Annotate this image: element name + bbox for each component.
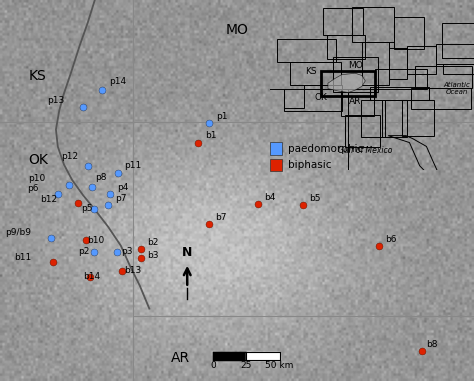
Text: MO: MO [226,24,248,37]
Text: KS: KS [305,67,317,76]
Text: b12: b12 [40,195,57,204]
Text: p3: p3 [121,247,132,256]
Text: p13: p13 [47,96,64,105]
Text: Atlantic
Ocean: Atlantic Ocean [444,82,471,95]
Text: KS: KS [29,69,47,83]
Text: p14: p14 [109,77,126,86]
Text: OK: OK [315,93,328,102]
Text: b8: b8 [427,340,438,349]
Text: p2: p2 [78,247,90,256]
Text: 25: 25 [241,361,252,370]
Text: b2: b2 [147,238,159,247]
Text: p1: p1 [216,112,227,121]
Bar [270,142,282,155]
Text: p4: p4 [117,182,128,192]
Text: p12: p12 [62,152,79,161]
Text: AR: AR [171,351,190,365]
Text: N: N [182,246,192,259]
Text: b14: b14 [83,272,100,281]
Bar [270,159,282,171]
Text: b11: b11 [14,253,31,262]
Text: p9/b9: p9/b9 [5,228,31,237]
Text: MO: MO [348,61,363,70]
Text: b13: b13 [124,266,141,275]
Text: b3: b3 [147,251,159,260]
Text: p5: p5 [82,203,93,213]
Text: b6: b6 [385,235,397,244]
Text: p7: p7 [115,194,126,203]
Text: biphasic: biphasic [288,160,331,170]
Text: p11: p11 [124,161,141,170]
Text: 0: 0 [210,361,216,370]
Text: p8: p8 [95,173,106,182]
Bar [321,71,375,96]
Text: p10: p10 [28,174,46,183]
Text: 50 km: 50 km [265,361,294,370]
Text: b4: b4 [264,193,276,202]
Text: OK: OK [28,153,48,167]
Text: p6: p6 [27,184,39,193]
Polygon shape [328,73,365,93]
Text: Gulf of Mexico: Gulf of Mexico [338,146,392,155]
Text: paedomorphic: paedomorphic [288,144,363,154]
Text: AR: AR [349,97,361,106]
Text: b5: b5 [310,194,321,203]
Text: b7: b7 [215,213,226,222]
Text: b10: b10 [87,235,104,245]
Text: b1: b1 [205,131,216,140]
